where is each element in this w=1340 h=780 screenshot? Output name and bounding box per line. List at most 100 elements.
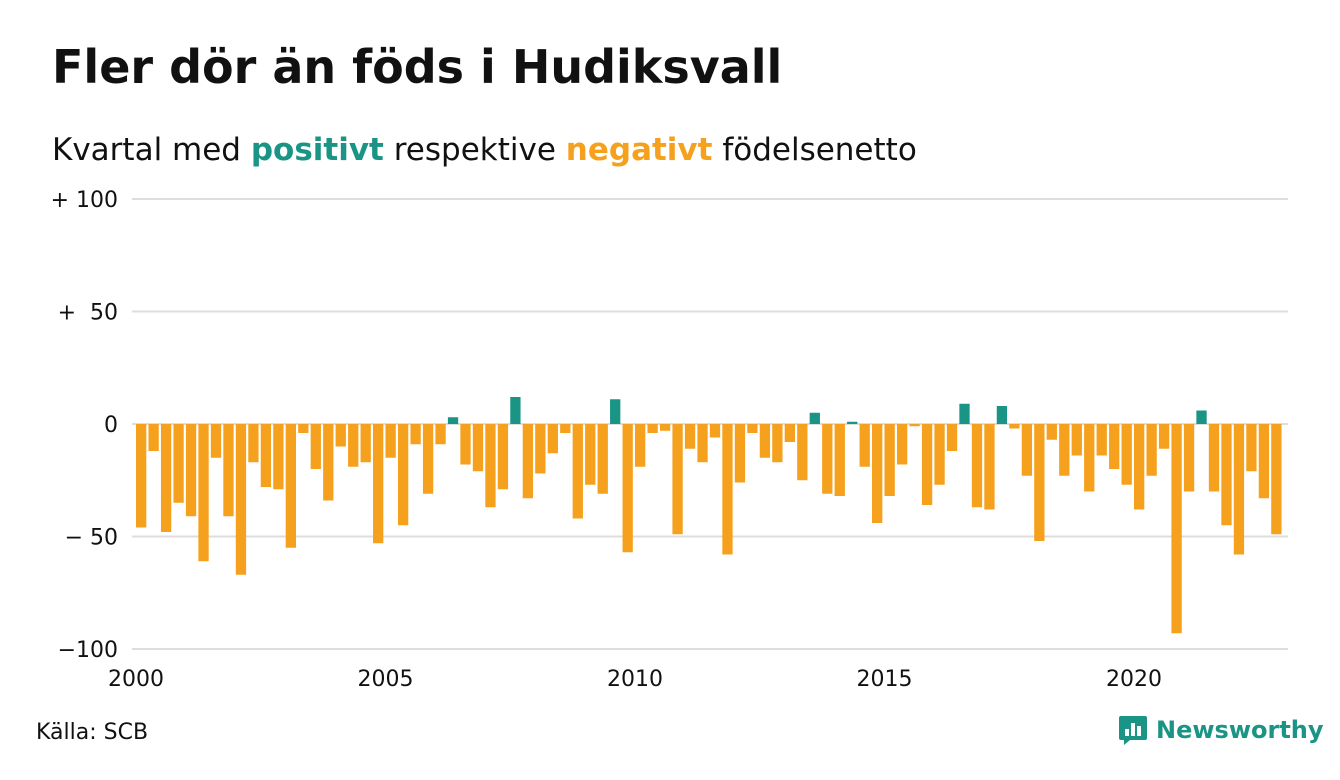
bar: 2018 K1: -52 (1034, 424, 1045, 541)
subtitle-prefix: Kvartal med (52, 132, 251, 168)
bar: 2007 K3: 12 (510, 397, 521, 424)
newsworthy-logo[interactable]: Newsworthy (1118, 714, 1324, 746)
bar: 2005 K2: -45 (397, 424, 409, 526)
bar: 2011 K3: -6 (709, 424, 721, 438)
bar: 2013 K2: -25 (797, 424, 808, 481)
x-tick-label: 2005 (358, 667, 414, 692)
bar: 2011 K2: -17 (697, 424, 708, 463)
subtitle-negative-keyword: negativt (565, 132, 713, 168)
subtitle-middle: respektive (383, 132, 566, 168)
bar: 2012 K1: -26 (734, 424, 746, 483)
bar: 2007 K4: -33 (522, 424, 534, 499)
bar: 2017 K4: -23 (1021, 424, 1033, 476)
bar: 2005 K1: -15 (385, 424, 396, 458)
bar: 2021 K3: -30 (1208, 424, 1220, 492)
x-tick-label: 2020 (1106, 667, 1162, 692)
bar: 2003 K2: -4 (298, 424, 309, 433)
bar: 2019 K1: -30 (1084, 424, 1095, 492)
bar: 2001 K3: -15 (210, 424, 222, 458)
bar: 2022 K3: -33 (1258, 424, 1270, 499)
bar: 2020 K2: -23 (1146, 424, 1157, 476)
bar: 2002 K3: -28 (260, 424, 272, 487)
x-tick-label: 2010 (607, 667, 663, 692)
bar: 2000 K1: -46 (136, 424, 147, 528)
bar: 2021 K1: -30 (1183, 424, 1195, 492)
bar: 2005 K4: -31 (422, 424, 434, 494)
bar: 2000 K3: -48 (160, 424, 172, 532)
newsworthy-logo-icon (1119, 716, 1147, 745)
y-tick-label: + 50 (58, 301, 118, 326)
bar: 2004 K3: -17 (360, 424, 371, 463)
bar: 2003 K3: -20 (310, 424, 321, 469)
bar: 2015 K3: -1 (909, 424, 920, 427)
bar: 2008 K3: -4 (560, 424, 571, 433)
bar: 2008 K2: -13 (547, 424, 558, 454)
chart-title: Fler dör än föds i Hudiksvall (52, 40, 783, 94)
bar: 2004 K1: -10 (335, 424, 346, 447)
bar: 2007 K2: -29 (497, 424, 509, 490)
bar: 2013 K3: 5 (809, 412, 820, 424)
bar: 2007 K1: -37 (485, 424, 496, 508)
bar: 2018 K2: -7 (1046, 424, 1057, 440)
bar: 2012 K4: -17 (772, 424, 783, 463)
bar: 2012 K2: -4 (747, 424, 758, 433)
bar: 2015 K4: -36 (921, 424, 933, 505)
source-note: Källa: SCB (36, 720, 149, 745)
bar: 2018 K4: -14 (1071, 424, 1082, 456)
bar: 2019 K2: -14 (1096, 424, 1107, 456)
bars: 2000 K1: -462000 K2: -122000 K3: -482000… (136, 397, 1282, 634)
bar: 2006 K4: -21 (472, 424, 484, 472)
bar: 2022 K2: -21 (1246, 424, 1257, 472)
bar: 2006 K1: -9 (435, 424, 446, 445)
y-tick-label: + 100 (51, 188, 118, 213)
bar: 2020 K3: -11 (1158, 424, 1170, 449)
brand-name: Newsworthy (1156, 716, 1324, 744)
bar: 2014 K4: -44 (872, 424, 883, 523)
bar: 2013 K4: -31 (822, 424, 833, 494)
bar: 2019 K3: -20 (1109, 424, 1120, 469)
bar: 2003 K4: -34 (323, 424, 334, 501)
bar: 2020 K4: -93 (1171, 424, 1182, 634)
y-tick-label: − 50 (65, 526, 118, 551)
x-tick-label: 2015 (857, 667, 913, 692)
bar: 2002 K1: -67 (235, 424, 247, 575)
bar: 2012 K3: -15 (759, 424, 771, 458)
bar: 2011 K1: -11 (684, 424, 696, 449)
bar: 2001 K4: -41 (223, 424, 234, 517)
subtitle-suffix: födelsenetto (712, 132, 917, 168)
bar: 2014 K2: 1 (847, 421, 858, 424)
bar: 2002 K4: -29 (273, 424, 284, 490)
bar: 2022 K4: -49 (1271, 424, 1282, 535)
bar: 2001 K1: -41 (185, 424, 197, 517)
bar: 2017 K3: -2 (1009, 424, 1020, 429)
x-axis-ticks: 2000 2005 2010 2015 2020 (108, 667, 1162, 692)
bar: 2016 K1: -27 (934, 424, 945, 485)
bar: 2019 K4: -27 (1121, 424, 1132, 485)
bar: 2016 K4: -37 (971, 424, 983, 508)
bar: 2017 K1: -38 (984, 424, 995, 510)
bar: 2010 K4: -49 (672, 424, 683, 535)
bar: 2010 K3: -3 (659, 424, 671, 431)
bar: 2009 K3: 11 (610, 399, 621, 424)
bar: 2015 K2: -18 (896, 424, 908, 465)
bar: 2008 K4: -42 (572, 424, 583, 519)
bar: 2021 K2: 6 (1196, 410, 1207, 424)
bar: 2017 K2: 8 (996, 406, 1008, 424)
bar: 2004 K2: -19 (348, 424, 359, 467)
bar: 2021 K4: -45 (1221, 424, 1232, 526)
chart-subtitle: Kvartal med positivt respektive negativt… (52, 132, 917, 168)
bar: 2011 K4: -58 (722, 424, 733, 555)
bar: 2004 K4: -53 (373, 424, 384, 544)
bar: 2006 K2: 3 (447, 417, 459, 424)
bar: 2022 K1: -58 (1233, 424, 1245, 555)
bar: 2005 K3: -9 (410, 424, 421, 445)
bar: 2018 K3: -23 (1059, 424, 1070, 476)
y-tick-label: −100 (58, 638, 118, 663)
bar: 2016 K3: 9 (959, 403, 970, 424)
bar: 2009 K4: -57 (622, 424, 633, 553)
y-tick-label: 0 (104, 413, 118, 438)
y-axis-ticks: + 100 + 50 0 − 50 −100 (51, 188, 118, 663)
bar: 2013 K1: -8 (784, 424, 795, 442)
bar: 2009 K2: -31 (597, 424, 608, 494)
